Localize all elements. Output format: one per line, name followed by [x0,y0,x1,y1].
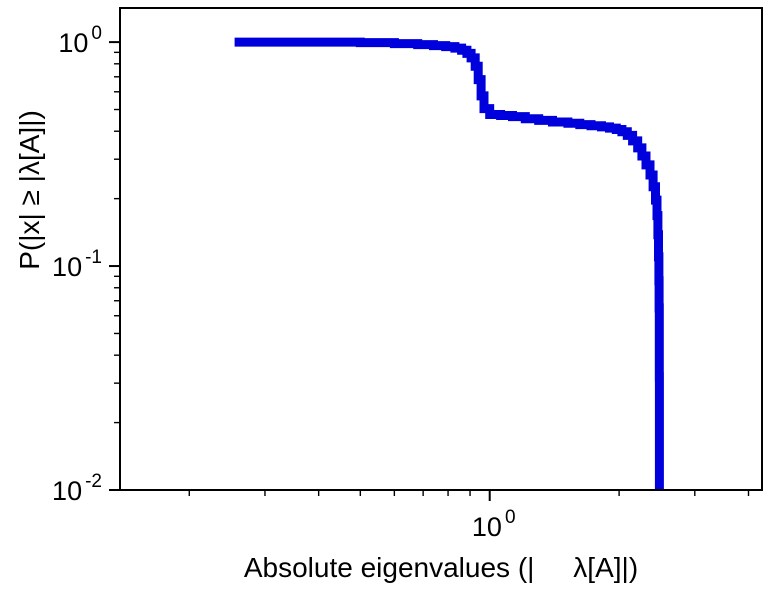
tick-label: 10 -2 [52,471,102,506]
ccdf-curve [234,37,664,490]
y-axis-label: P(|x| ≥ |λ[A]|) [14,110,45,270]
x-axis-label: Absolute eigenvalues (| λ[A]|) [243,552,639,583]
tick-label: 10 0 [58,23,102,58]
tick-label: 10 -1 [52,247,102,282]
tick-label: 10 0 [472,507,516,542]
plot-frame [119,7,763,491]
